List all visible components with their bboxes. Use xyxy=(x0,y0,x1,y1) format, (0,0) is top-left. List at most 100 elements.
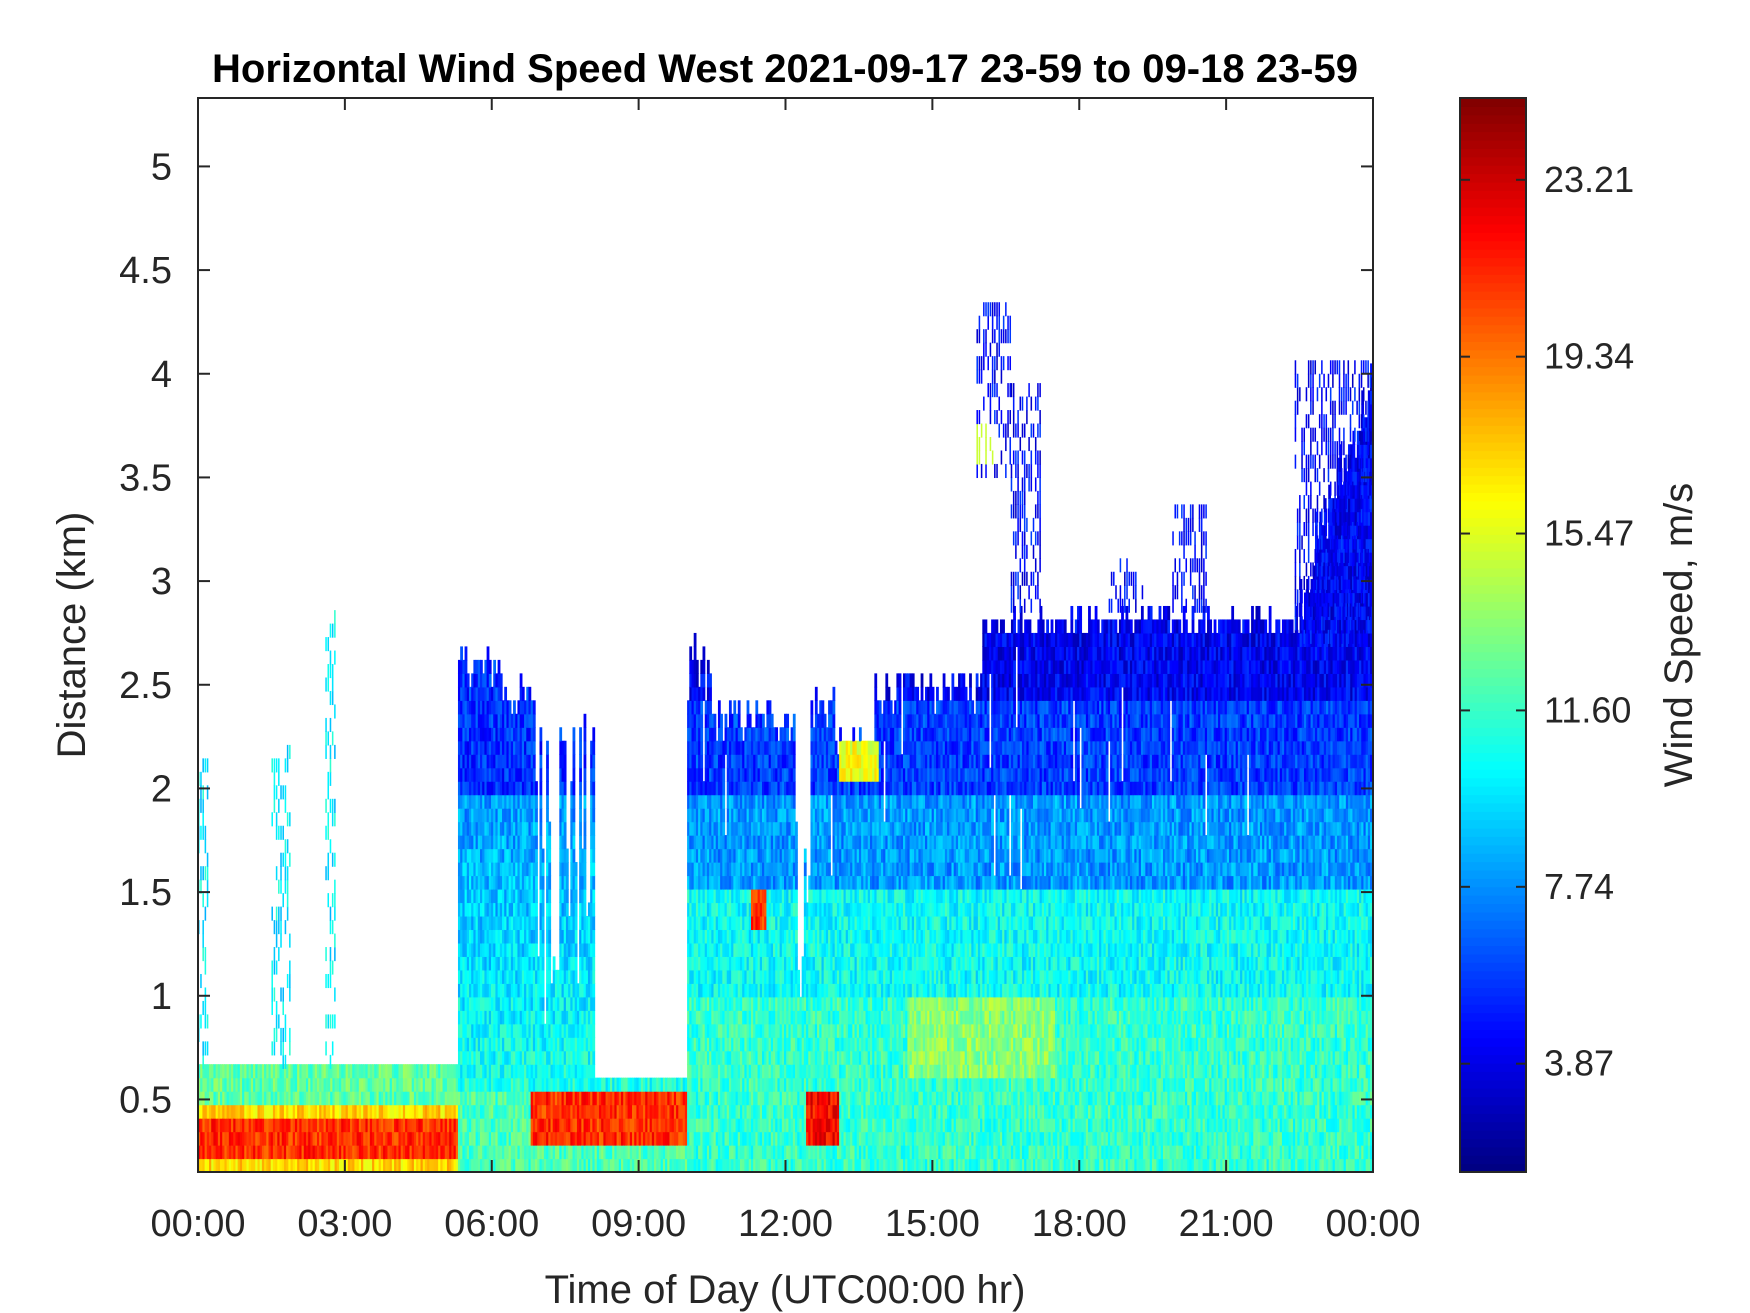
heatmap-cell xyxy=(614,1158,618,1172)
heatmap-cell xyxy=(464,956,468,971)
heatmap-cell xyxy=(568,1104,571,1119)
heatmap-cell xyxy=(466,996,470,1011)
heatmap-cell xyxy=(491,1145,494,1160)
heatmap-cell xyxy=(521,862,525,877)
heatmap-cell xyxy=(343,1064,347,1079)
heatmap-cell xyxy=(585,929,589,944)
heatmap-cell xyxy=(332,1131,336,1146)
heatmap-cell xyxy=(737,767,741,782)
heatmap-cell xyxy=(612,1104,615,1119)
heatmap-cell xyxy=(524,794,527,809)
heatmap-cell xyxy=(781,956,785,971)
heatmap-cell xyxy=(762,1158,765,1172)
heatmap-cell xyxy=(312,1145,316,1160)
heatmap-cell xyxy=(462,1145,466,1160)
heatmap-cell xyxy=(486,888,490,904)
heatmap-cell xyxy=(367,1145,371,1160)
heatmap-cell xyxy=(305,1064,309,1079)
heatmap-cell xyxy=(504,835,508,850)
heatmap-cell xyxy=(801,1091,805,1106)
heatmap-cell xyxy=(435,1158,439,1172)
heatmap-cell xyxy=(715,1050,719,1065)
heatmap-cell xyxy=(691,727,695,742)
heatmap-cell xyxy=(283,1064,287,1079)
heatmap-cell xyxy=(629,1118,633,1133)
heatmap-cell xyxy=(750,754,754,769)
heatmap-cell xyxy=(583,1037,587,1052)
heatmap-cell xyxy=(777,1104,781,1119)
heatmap-cell xyxy=(477,835,481,850)
heatmap-cell xyxy=(460,875,463,890)
heatmap-cell xyxy=(495,915,499,931)
heatmap-cell xyxy=(742,942,745,957)
heatmap-cell xyxy=(495,848,499,863)
heatmap-cell xyxy=(213,1158,217,1172)
heatmap-cell xyxy=(579,1023,582,1038)
heatmap-cell xyxy=(535,1023,538,1038)
heatmap-cell xyxy=(806,983,809,998)
heatmap-cell xyxy=(462,659,466,674)
heatmap-cell xyxy=(202,1091,206,1106)
heatmap-cell xyxy=(548,996,552,1011)
heatmap-cell xyxy=(693,673,697,688)
heatmap-cell xyxy=(702,862,706,877)
heatmap-cell xyxy=(557,1010,560,1025)
heatmap-cell xyxy=(244,1145,248,1160)
heatmap-cell xyxy=(526,754,530,769)
heatmap-cell xyxy=(689,915,693,931)
heatmap-cell xyxy=(484,713,488,728)
heatmap-cell xyxy=(731,902,734,917)
heatmap-cell xyxy=(662,1158,666,1172)
heatmap-cell xyxy=(506,942,510,957)
heatmap-cell xyxy=(519,1145,523,1160)
heatmap-cell xyxy=(693,1064,697,1079)
heatmap-cell xyxy=(643,1131,646,1146)
heatmap-cell xyxy=(460,983,463,998)
heatmap-cell xyxy=(744,956,748,971)
heatmap-cell xyxy=(647,1091,651,1106)
heatmap-cell xyxy=(770,1037,774,1052)
heatmap-cell xyxy=(755,1077,759,1092)
heatmap-cell xyxy=(735,1037,739,1052)
heatmap-cell xyxy=(684,1104,688,1119)
heatmap-cell xyxy=(704,1037,708,1052)
heatmap-cell xyxy=(530,1091,534,1106)
heatmap-cell xyxy=(283,1158,287,1172)
heatmap-cell xyxy=(590,821,593,836)
heatmap-cell xyxy=(508,808,512,823)
heatmap-cell xyxy=(532,754,536,769)
heatmap-cell xyxy=(621,1131,624,1146)
heatmap-cell xyxy=(579,902,582,917)
heatmap-cell xyxy=(806,1131,809,1146)
heatmap-cell xyxy=(592,754,596,769)
heatmap-cell xyxy=(513,821,516,836)
heatmap-cell xyxy=(495,686,499,701)
heatmap-cell xyxy=(698,700,701,715)
heatmap-cell xyxy=(757,821,761,836)
heatmap-cell xyxy=(561,969,565,984)
heatmap-cell xyxy=(722,875,726,890)
heatmap-cell xyxy=(515,740,519,755)
heatmap-cell xyxy=(799,1091,803,1106)
heatmap-cell xyxy=(519,821,523,836)
heatmap-cell xyxy=(314,1131,318,1146)
heatmap-cell xyxy=(471,686,474,701)
heatmap-cell xyxy=(574,888,578,904)
heatmap-cell xyxy=(590,1064,593,1079)
heatmap-cell xyxy=(475,673,479,688)
heatmap-cell xyxy=(587,983,591,998)
heatmap-cell xyxy=(506,902,510,917)
heatmap-cell xyxy=(583,1023,587,1038)
heatmap-cell xyxy=(541,902,545,917)
heatmap-cell xyxy=(543,1131,547,1146)
heatmap-cell xyxy=(724,1131,728,1146)
heatmap-cell xyxy=(775,996,779,1011)
heatmap-cell xyxy=(735,1077,739,1092)
heatmap-cell xyxy=(702,1050,706,1065)
heatmap-cell xyxy=(733,1050,737,1065)
heatmap-cell xyxy=(464,794,468,809)
heatmap-cell xyxy=(528,740,532,755)
heatmap-cell xyxy=(283,1077,287,1092)
heatmap-cell xyxy=(739,862,743,877)
heatmap-cell xyxy=(228,1104,232,1119)
